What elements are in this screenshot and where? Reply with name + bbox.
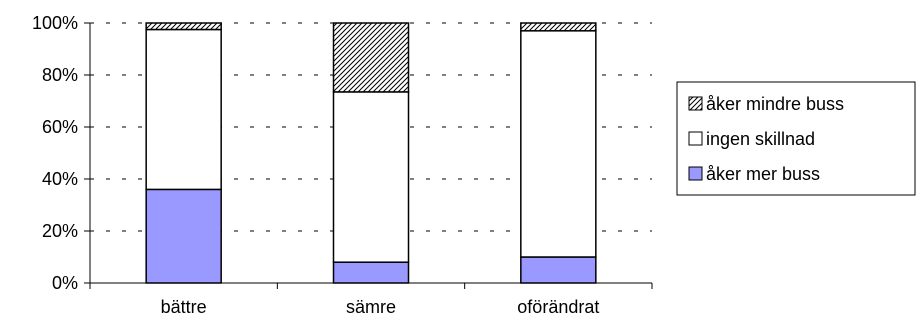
x-category-label: sämre (346, 297, 396, 317)
y-tick-label: 60% (42, 117, 78, 137)
bar-segment (145, 22, 222, 31)
y-tick-label: 100% (32, 13, 78, 33)
legend-box (676, 81, 916, 196)
bar-segment (332, 22, 410, 93)
legend-label: ingen skillnad (706, 129, 815, 149)
y-tick-label: 0% (52, 273, 78, 293)
bar-segment (520, 256, 597, 284)
legend-swatch (688, 166, 703, 181)
bar-segment (332, 261, 410, 284)
bar-segment (520, 22, 597, 32)
legend: åker mindre buss ingen skillnad åker mer b… (676, 81, 916, 196)
legend-swatch (688, 96, 703, 111)
legend-label: åker mindre buss (706, 94, 844, 114)
y-axis-ticks: 0% 20% 40% 60% 80% 100% (32, 13, 90, 293)
bars (145, 22, 597, 284)
y-tick-label: 40% (42, 169, 78, 189)
bar-segment (520, 30, 597, 258)
bar-segment (145, 188, 222, 284)
x-category-label: bättre (161, 297, 207, 317)
y-tick-label: 20% (42, 221, 78, 241)
legend-swatch (688, 131, 703, 146)
legend-label: åker mer buss (706, 164, 820, 184)
x-category-label: oförändrat (517, 297, 599, 317)
y-tick-label: 80% (42, 65, 78, 85)
x-axis-ticks: bättre sämre oförändrat (89, 283, 653, 317)
bar-segment (145, 28, 222, 191)
bar-segment (332, 91, 410, 263)
